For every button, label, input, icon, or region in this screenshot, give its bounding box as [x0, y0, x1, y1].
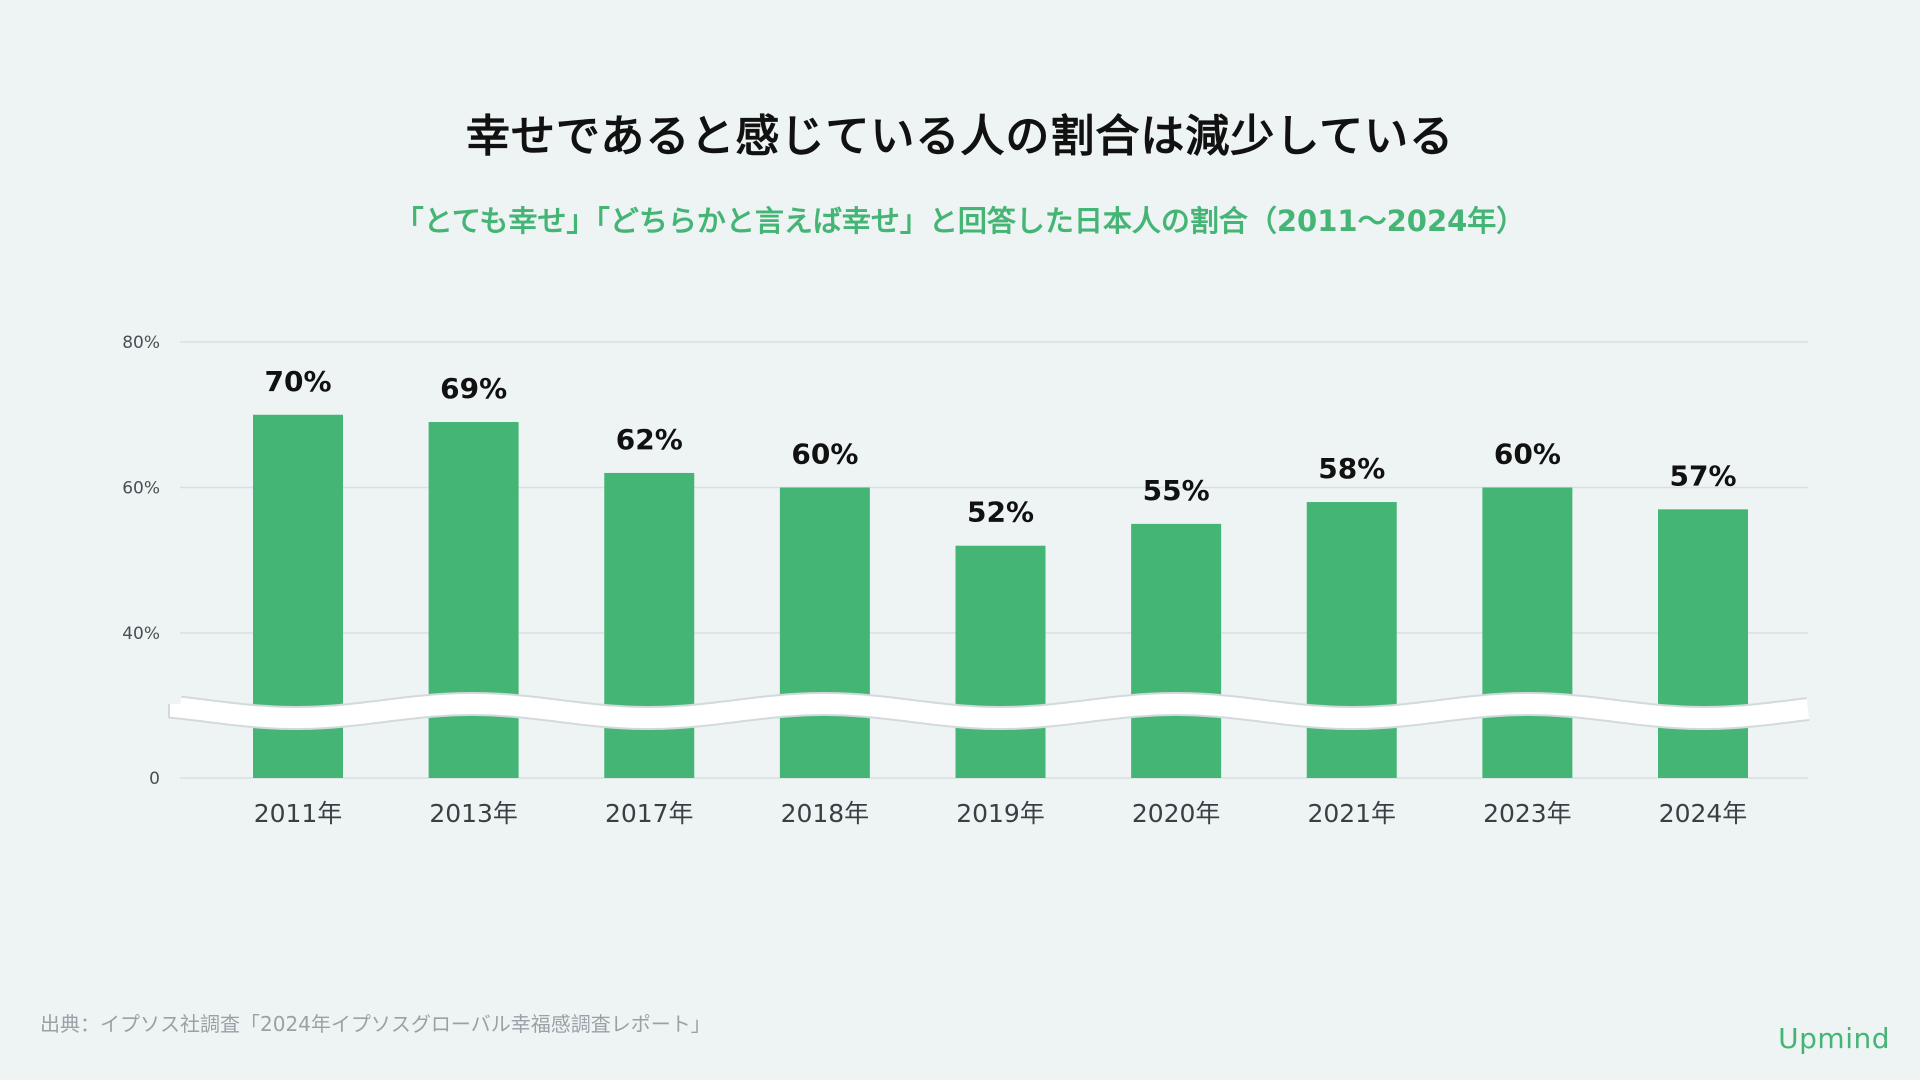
bar: [1482, 487, 1573, 778]
bar: [428, 422, 519, 778]
x-tick-label: 2023年: [1483, 799, 1572, 828]
bar: [779, 487, 870, 778]
brand-logo: Upmind: [1778, 1022, 1890, 1055]
chart-subtitle: 「とても幸せ」「どちらかと言えば幸せ」と回答した日本人の割合（2011〜2024…: [394, 204, 1526, 238]
bar: [955, 545, 1046, 778]
data-label: 62%: [616, 423, 683, 456]
x-tick-label: 2013年: [429, 799, 518, 828]
y-tick-label: 0: [149, 769, 160, 789]
x-tick-label: 2011年: [254, 799, 343, 828]
data-label: 52%: [967, 496, 1034, 529]
source-note: 出典：イプソス社調査「2024年イプソスグローバル幸福感調査レポート」: [40, 1012, 711, 1036]
x-tick-label: 2017年: [605, 799, 694, 828]
x-tick-label: 2020年: [1132, 799, 1221, 828]
bar: [1306, 502, 1397, 778]
x-tick-label: 2018年: [781, 799, 870, 828]
x-tick-label: 2024年: [1659, 799, 1748, 828]
data-label: 70%: [264, 365, 331, 398]
chart-title: 幸せであると感じている人の割合は減少している: [465, 111, 1455, 162]
axis-break-wave: [170, 693, 1810, 729]
data-label: 58%: [1318, 452, 1385, 485]
data-label: 60%: [1494, 438, 1561, 471]
y-tick-label: 60%: [122, 479, 160, 499]
bar: [604, 472, 695, 778]
bar: [1658, 509, 1748, 778]
data-label: 57%: [1669, 459, 1736, 492]
y-tick-label: 80%: [122, 333, 160, 353]
x-tick-label: 2019年: [956, 799, 1045, 828]
data-label: 69%: [440, 372, 507, 405]
y-tick-label: 40%: [122, 624, 160, 644]
data-label: 60%: [791, 438, 858, 471]
data-label: 55%: [1143, 474, 1210, 507]
bar: [1131, 523, 1222, 778]
x-tick-label: 2021年: [1307, 799, 1396, 828]
